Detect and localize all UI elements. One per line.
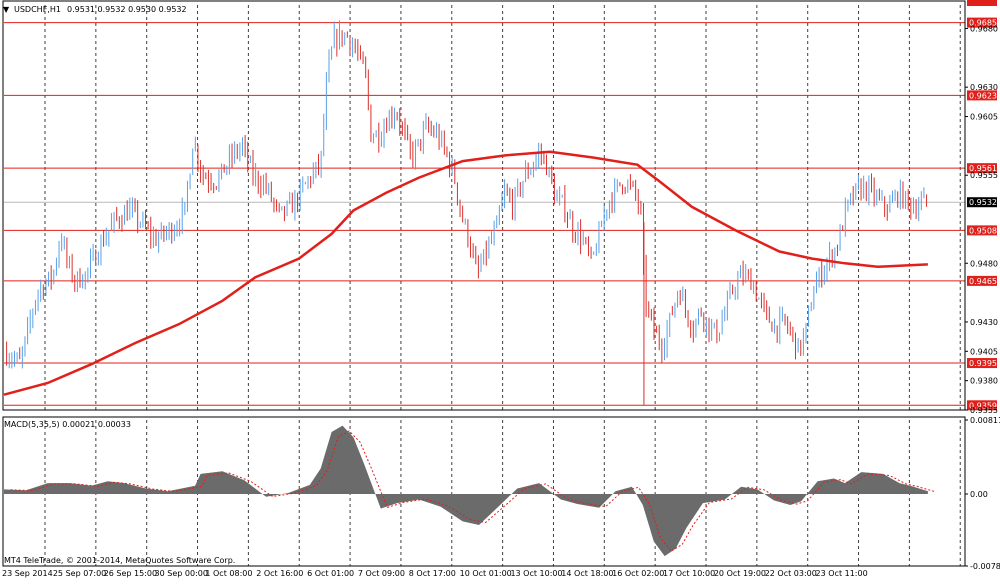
moving-average-line [3,150,928,396]
price-level-label: 0.9685 [969,19,997,28]
price-tick-label: 0.9430 [970,318,998,327]
time-tick-label: 14 Oct 18:00 [561,569,613,578]
price-level-tag [967,400,997,411]
price-tick-label: 0.9480 [970,259,998,268]
current-price-label: 0.9532 [969,198,997,207]
time-tick-label: 23 Sep 2014 [2,569,53,578]
time-tick-label: 7 Oct 09:00 [358,569,405,578]
ohlc-readout: 0.9531 0.9532 0.9530 0.9532 [67,5,187,14]
time-tick-label: 23 Oct 11:00 [816,569,868,578]
dropdown-arrow-icon[interactable]: ▼ [3,5,10,14]
price-tick-label: 0.9630 [970,83,998,92]
price-level-label: 0.9623 [969,91,997,100]
macd-tick-label: 0.00811 [970,416,1000,425]
time-tick-label: 20 Oct 19:00 [714,569,766,578]
macd-signal-line [10,430,935,552]
price-tick-label: 0.9355 [970,406,998,415]
chart-header: ▼ USDCHF,H1 0.9531 0.9532 0.9530 0.9532 [3,5,187,14]
macd-histogram [4,425,928,557]
time-tick-label: 2 Oct 16:00 [256,569,303,578]
macd-pane-border [2,416,966,567]
price-level-tag [967,90,997,101]
price-top-tag [967,0,997,6]
macd-tick-label: 0.00 [970,490,988,499]
time-tick-label: 22 Oct 03:00 [765,569,817,578]
macd-indicator [4,425,935,557]
price-level-label: 0.9508 [969,226,997,235]
price-level-label: 0.9395 [969,359,997,368]
time-tick-label: 10 Oct 01:00 [460,569,512,578]
macd-title: MACD(5,35,5) 0.00021 0.00033 [4,420,131,429]
price-level-tag [967,358,997,369]
price-axis: 0.9685 0.9623 0.9561 0.9508 0.9465 0.9395 0.93… [965,0,1000,571]
main-pane-border [2,0,966,411]
price-level-label: 0.9359 [969,401,997,410]
price-level-tag [967,275,997,286]
symbol-timeframe: USDCHF,H1 [14,5,61,14]
price-level-tag [967,17,997,28]
price-tick-label: 0.9680 [970,24,998,33]
copyright-text: MT4 TeleTrade, © 2001-2014, MetaQuotes S… [4,556,235,565]
price-tick-label: 0.9405 [970,347,998,356]
time-tick-label: 30 Sep 00:00 [155,569,208,578]
price-tick-label: 0.9605 [970,113,998,122]
macd-tick-label: -0.00789 [970,562,1000,571]
time-tick-label: 26 Sep 15:00 [104,569,157,578]
time-tick-label: 25 Sep 07:00 [53,569,106,578]
price-level-tag [967,163,997,174]
moving-average-series [3,150,928,396]
time-tick-label: 6 Oct 01:00 [307,569,354,578]
time-tick-label: 13 Oct 10:00 [510,569,562,578]
time-tick-label: 16 Oct 02:00 [612,569,664,578]
price-level-tag [967,225,997,236]
current-price-tag [967,197,997,208]
time-tick-label: 8 Oct 17:00 [409,569,456,578]
price-level-label: 0.9561 [969,164,997,173]
chart-frame [2,0,966,567]
time-tick-label: 17 Oct 10:00 [663,569,715,578]
candlestick-series [6,20,928,406]
price-tick-label: 0.9380 [970,377,998,386]
price-tick-label: 0.9555 [970,171,998,180]
time-tick-label: 1 Oct 08:00 [205,569,252,578]
price-level-label: 0.9465 [969,277,997,286]
